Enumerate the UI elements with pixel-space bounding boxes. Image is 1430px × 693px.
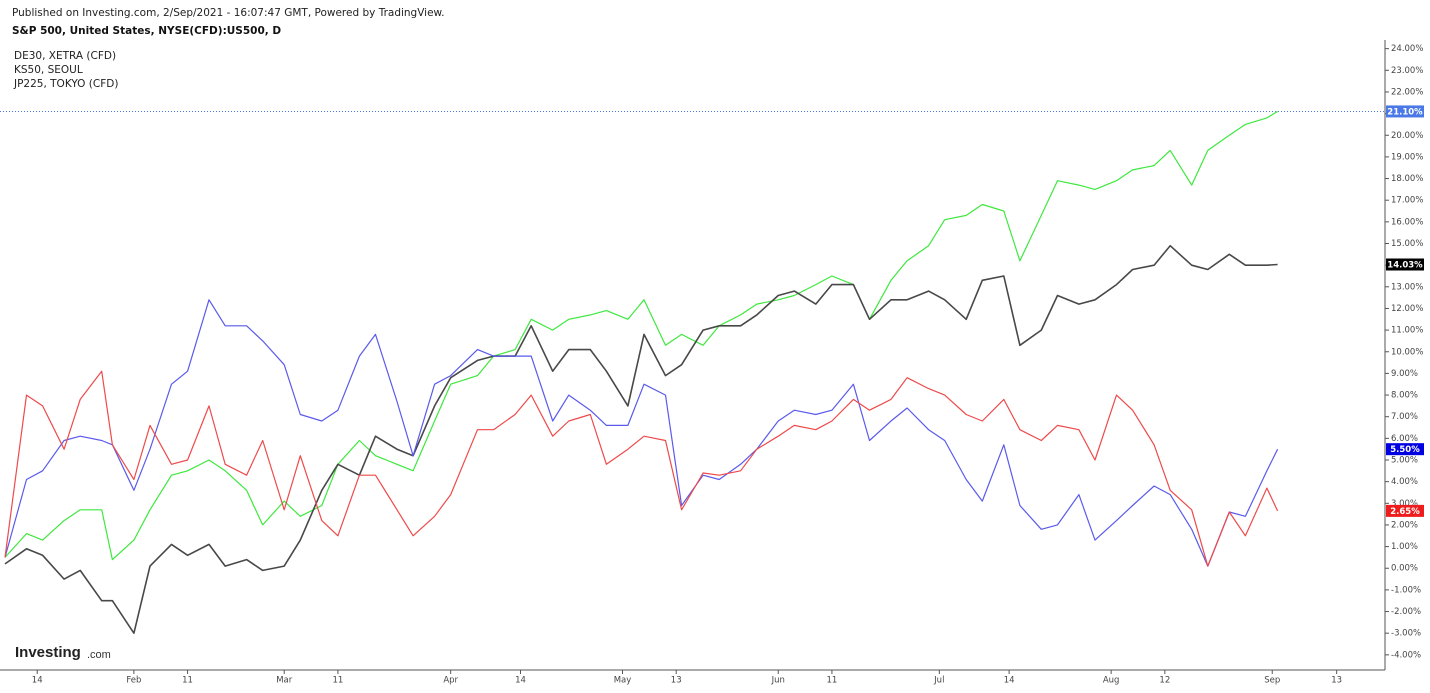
y-tick-label: -4.00% <box>1391 650 1421 660</box>
x-tick-label: 14 <box>1004 676 1015 686</box>
last-value-box <box>1386 504 1424 517</box>
last-value-label: 21.10% <box>1387 107 1423 117</box>
y-tick-label: 8.00% <box>1391 391 1418 401</box>
y-tick-label: 18.00% <box>1391 174 1423 184</box>
y-tick-label: 3.00% <box>1391 499 1418 509</box>
y-tick-label: -1.00% <box>1391 585 1421 595</box>
x-tick-label: May <box>614 676 632 686</box>
x-tick-label: Sep <box>1264 676 1280 686</box>
last-value-box <box>1386 105 1424 118</box>
y-tick-label: 11.00% <box>1391 326 1423 336</box>
series-line <box>4 244 1278 634</box>
y-tick-label: 5.00% <box>1391 456 1418 466</box>
y-tick-label: 23.00% <box>1391 66 1423 76</box>
legend-entry: KS50, SEOUL <box>14 64 83 76</box>
y-tick-label: -2.00% <box>1391 607 1421 617</box>
y-tick-label: 17.00% <box>1391 196 1423 206</box>
y-tick-label: -3.00% <box>1391 629 1421 639</box>
x-tick-label: 11 <box>182 676 193 686</box>
y-tick-label: 1.00% <box>1391 542 1418 552</box>
y-tick-label: 4.00% <box>1391 477 1418 487</box>
y-tick-label: 12.00% <box>1391 304 1423 314</box>
x-tick-label: 13 <box>1331 676 1342 686</box>
legend-entry: JP225, TOKYO (CFD) <box>13 78 118 90</box>
logo: Investing .com <box>15 644 111 661</box>
x-tick-label: 14 <box>32 676 43 686</box>
published-note: Published on Investing.com, 2/Sep/2021 -… <box>12 7 445 19</box>
y-tick-label: 10.00% <box>1391 347 1423 357</box>
x-tick-label: 12 <box>1159 676 1170 686</box>
y-tick-label: 9.00% <box>1391 369 1418 379</box>
y-tick-label: 20.00% <box>1391 131 1423 141</box>
series-line <box>4 110 1278 561</box>
y-tick-label: 22.00% <box>1391 87 1423 97</box>
chart-title: S&P 500, United States, NYSE(CFD):US500,… <box>12 25 281 37</box>
x-tick-label: Mar <box>276 676 293 686</box>
series-line <box>4 370 1279 567</box>
x-tick-label: 11 <box>827 676 838 686</box>
x-tick-label: Aug <box>1103 676 1120 686</box>
y-tick-label: 24.00% <box>1391 44 1423 54</box>
series-line <box>4 299 1279 567</box>
x-tick-label: Jun <box>771 676 785 686</box>
last-value-label: 14.03% <box>1387 261 1423 271</box>
logo-suffix: .com <box>87 649 111 661</box>
y-tick-label: 0.00% <box>1391 564 1418 574</box>
y-tick-label: 13.00% <box>1391 282 1423 292</box>
legend-entry: DE30, XETRA (CFD) <box>14 50 116 62</box>
x-tick-label: Feb <box>126 676 141 686</box>
x-tick-label: Jul <box>933 676 944 686</box>
y-tick-label: 7.00% <box>1391 412 1418 422</box>
last-value-box <box>1386 443 1424 456</box>
y-tick-label: 19.00% <box>1391 152 1423 162</box>
y-tick-label: 6.00% <box>1391 434 1418 444</box>
y-tick-label: 15.00% <box>1391 239 1423 249</box>
last-value-label: 2.65% <box>1390 507 1420 517</box>
last-value-box <box>1386 258 1424 271</box>
x-tick-label: 14 <box>515 676 526 686</box>
y-tick-label: 16.00% <box>1391 217 1423 227</box>
x-tick-label: 13 <box>671 676 682 686</box>
x-tick-label: Apr <box>443 676 458 686</box>
x-tick-label: 11 <box>333 676 344 686</box>
last-value-label: 5.50% <box>1390 445 1420 455</box>
y-tick-label: 2.00% <box>1391 520 1418 530</box>
logo-name: Investing <box>15 644 81 661</box>
